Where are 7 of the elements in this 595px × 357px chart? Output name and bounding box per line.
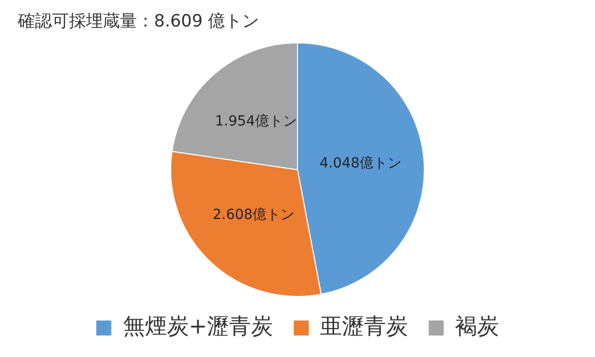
legend-label: 無煙炭+瀝青炭 [122,314,274,340]
data-label: 1.954億トン [214,113,298,130]
data-label: 2.608億トン [212,207,295,224]
chart-title: 確認可採埋蔵量：8.609 億トン [17,12,260,32]
data-label: 4.048億トン [320,155,402,172]
legend-label: 亜瀝青炭 [320,314,408,340]
legend-label: 褐炭 [455,314,500,340]
